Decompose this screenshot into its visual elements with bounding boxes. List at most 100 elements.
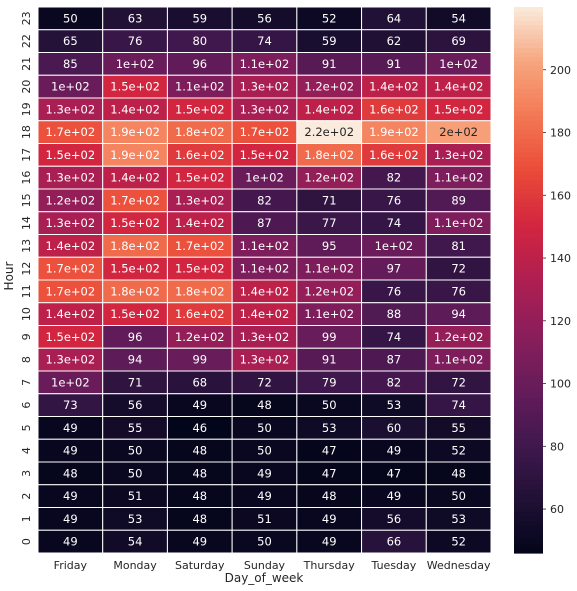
- heatmap-cell-label: 48: [192, 444, 207, 458]
- heatmap-cell-label: 72: [451, 375, 466, 389]
- colorbar-segment: [514, 170, 543, 176]
- colorbar-segment: [514, 402, 543, 408]
- colorbar-tick-label: 80: [550, 440, 564, 453]
- heatmap-cell-label: 1.3e+02: [434, 148, 484, 162]
- colorbar-segment: [514, 330, 543, 336]
- colorbar-segment: [514, 480, 543, 486]
- heatmap-cell-label: 50: [63, 11, 78, 25]
- heatmap-cell-label: 47: [387, 466, 402, 480]
- heatmap-cell-label: 62: [387, 34, 402, 48]
- y-tick-label: 8: [20, 356, 33, 363]
- heatmap-cell-label: 63: [128, 11, 143, 25]
- heatmap-cell-label: 1.5e+02: [175, 262, 225, 276]
- heatmap-cell-label: 49: [63, 421, 78, 435]
- colorbar-segment: [514, 129, 543, 135]
- colorbar-segment: [514, 298, 543, 304]
- heatmap-cell-label: 1.1e+02: [240, 262, 290, 276]
- y-tick-label: 18: [20, 125, 33, 139]
- heatmap-cell-label: 48: [322, 489, 337, 503]
- colorbar-segment: [514, 411, 543, 418]
- heatmap-cell-label: 81: [451, 239, 466, 253]
- heatmap-cell-label: 91: [322, 353, 337, 367]
- heatmap-cell-label: 51: [128, 489, 143, 503]
- heatmap-cell-label: 56: [387, 512, 402, 526]
- heatmap-cell-label: 88: [387, 307, 402, 321]
- heatmap-cell-label: 1.3e+02: [240, 102, 290, 116]
- colorbar-segment: [514, 75, 543, 81]
- heatmap-cell-labels: 50 63 59 56 52 64 54 65 76 80 74 59 62 69 85 1e+02 96 1.1…: [46, 11, 484, 548]
- heatmap-cell-label: 1.7e+02: [175, 239, 225, 253]
- y-tick-label: 20: [20, 80, 33, 94]
- heatmap-cell-label: 1.8e+02: [110, 284, 160, 298]
- colorbar-segment: [514, 539, 543, 545]
- heatmap-cell-label: 82: [387, 375, 402, 389]
- heatmap-cell-label: 50: [257, 421, 272, 435]
- y-tick-label: 9: [20, 333, 33, 340]
- colorbar-segment: [514, 471, 543, 477]
- colorbar-segment: [514, 339, 543, 345]
- heatmap-cell-label: 50: [257, 535, 272, 549]
- colorbar-segment: [514, 311, 543, 317]
- heatmap-cell-label: 49: [257, 466, 272, 480]
- colorbar-segment: [514, 43, 543, 49]
- y-tick-label: 13: [20, 239, 33, 253]
- heatmap-cell-label: 48: [63, 466, 78, 480]
- heatmap-cell-label: 48: [257, 398, 272, 412]
- colorbar-segment: [514, 475, 543, 481]
- colorbar-segment: [514, 534, 543, 540]
- heatmap-cell-label: 1.4e+02: [110, 102, 160, 116]
- colorbar-segment: [514, 425, 543, 431]
- heatmap-cell-label: 74: [387, 330, 402, 344]
- heatmap-cell-label: 54: [451, 11, 466, 25]
- heatmap-cell-label: 1.3e+02: [240, 353, 290, 367]
- heatmap-cell-label: 50: [128, 444, 143, 458]
- heatmap-cell-label: 1.1e+02: [434, 171, 484, 185]
- colorbar-segment: [514, 125, 543, 131]
- x-tick-label: Saturday: [175, 559, 225, 572]
- colorbar-segment: [514, 229, 543, 236]
- heatmap-cell-label: 1.4e+02: [110, 171, 160, 185]
- heatmap-cell-label: 76: [387, 284, 402, 298]
- colorbar-segment: [514, 111, 543, 117]
- colorbar-segment: [514, 11, 543, 17]
- heatmap-cell-label: 87: [257, 216, 272, 230]
- x-tick-label: Sunday: [244, 559, 286, 572]
- colorbar-segment: [514, 157, 543, 163]
- heatmap-cell: [425, 529, 492, 554]
- y-tick-label: 2: [20, 493, 33, 500]
- colorbar-segment: [514, 389, 543, 395]
- colorbar-segment: [514, 439, 543, 445]
- heatmap-cell-label: 1.4e+02: [240, 284, 290, 298]
- heatmap-cell-label: 74: [451, 398, 466, 412]
- colorbar-segment: [514, 343, 543, 349]
- heatmap-cell-label: 50: [451, 489, 466, 503]
- heatmap-cell-label: 1.7e+02: [240, 125, 290, 139]
- heatmap-cell-label: 76: [451, 284, 466, 298]
- colorbar-segment: [514, 88, 543, 95]
- heatmap-cell-label: 1.3e+02: [46, 171, 96, 185]
- heatmap-cell-label: 1.8e+02: [175, 284, 225, 298]
- heatmap-cell-label: 85: [63, 57, 78, 71]
- heatmap-cell-label: 48: [451, 466, 466, 480]
- heatmap-cell-label: 48: [192, 489, 207, 503]
- heatmap-cell-label: 1.2e+02: [304, 80, 354, 94]
- colorbar-segment: [514, 102, 543, 108]
- colorbar-segment: [514, 302, 543, 308]
- colorbar-segment: [514, 462, 543, 468]
- y-tick-label: 7: [20, 379, 33, 386]
- heatmap-cell-label: 91: [322, 57, 337, 71]
- colorbar-segment: [514, 239, 543, 245]
- heatmap-cell-label: 1.1e+02: [434, 353, 484, 367]
- colorbar-segment: [514, 325, 543, 331]
- colorbar-segment: [514, 220, 543, 226]
- colorbar: [514, 7, 543, 554]
- heatmap-cell-label: 1.4e+02: [46, 239, 96, 253]
- y-axis-label: Hour: [2, 261, 16, 290]
- heatmap-cell-label: 1.7e+02: [46, 125, 96, 139]
- colorbar-segment: [514, 361, 543, 368]
- heatmap-cell-label: 1.4e+02: [434, 80, 484, 94]
- heatmap-cell-label: 59: [192, 11, 207, 25]
- heatmap-cell-label: 68: [192, 375, 207, 389]
- heatmap-cell-label: 49: [63, 535, 78, 549]
- heatmap-cell-label: 52: [451, 535, 466, 549]
